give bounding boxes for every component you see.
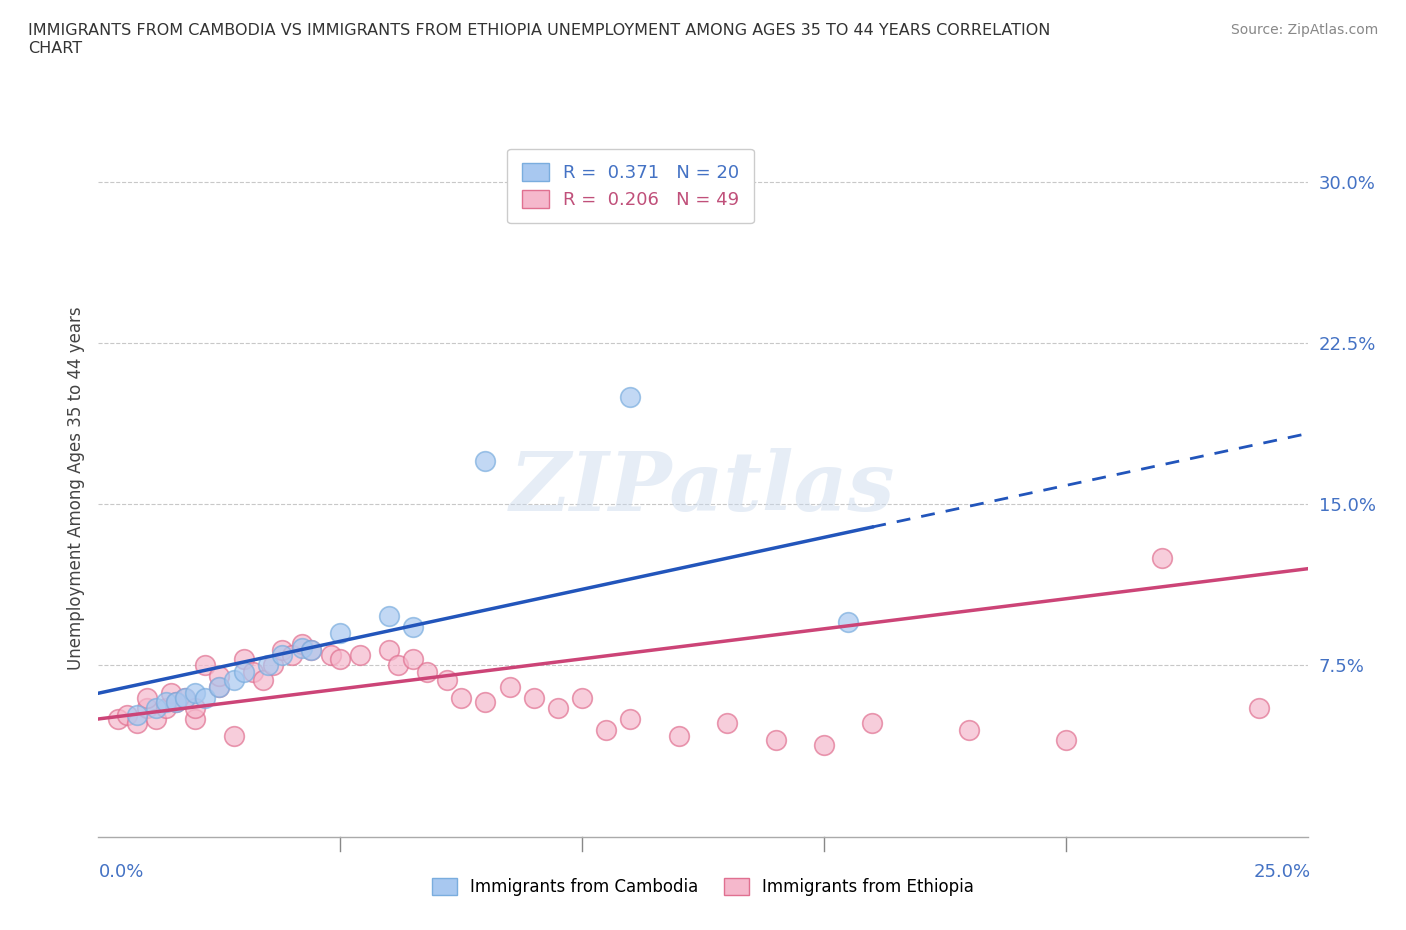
Text: 25.0%: 25.0% (1253, 863, 1310, 882)
Point (290, 636, 312, 651)
Point (1249, 701, 1271, 716)
Point (184, 701, 207, 716)
Point (208, 679, 231, 694)
Point (498, 679, 520, 694)
Point (716, 716, 738, 731)
Point (299, 643, 322, 658)
Point (1054, 733, 1077, 748)
Point (222, 673, 245, 688)
Point (232, 651, 254, 666)
Point (145, 701, 167, 716)
Point (262, 658, 284, 672)
Point (813, 737, 835, 752)
Point (668, 729, 690, 744)
Point (329, 651, 352, 666)
Point (290, 641, 312, 656)
Point (860, 716, 883, 731)
Point (474, 454, 496, 469)
Point (135, 690, 157, 705)
Point (174, 690, 197, 705)
Text: ZIPatlas: ZIPatlas (510, 448, 896, 528)
Point (232, 664, 254, 679)
Point (242, 664, 264, 679)
Point (319, 647, 342, 662)
Point (127, 716, 149, 731)
Point (184, 711, 207, 726)
Point (160, 685, 183, 700)
Y-axis label: Unemployment Among Ages 35 to 44 years: Unemployment Among Ages 35 to 44 years (66, 307, 84, 670)
Point (402, 651, 425, 666)
Point (155, 701, 177, 716)
Point (619, 711, 641, 726)
Point (208, 679, 231, 694)
Point (135, 701, 157, 716)
Point (271, 647, 294, 662)
Point (416, 664, 439, 679)
Point (222, 729, 245, 744)
Point (184, 685, 207, 700)
Point (165, 695, 187, 710)
Point (377, 608, 399, 623)
Point (256, 658, 278, 672)
Point (329, 626, 352, 641)
Point (127, 707, 149, 722)
Point (523, 690, 546, 705)
Point (619, 390, 641, 405)
Point (165, 695, 187, 710)
Point (194, 658, 217, 672)
Point (349, 647, 371, 662)
Point (837, 615, 859, 630)
Text: Source: ZipAtlas.com: Source: ZipAtlas.com (1230, 23, 1378, 37)
Point (252, 673, 274, 688)
Point (571, 690, 593, 705)
Point (281, 647, 304, 662)
Point (194, 690, 217, 705)
Point (402, 619, 425, 634)
Point (436, 673, 458, 688)
Point (547, 701, 569, 716)
Point (957, 723, 980, 737)
Point (155, 695, 177, 710)
Point (1152, 551, 1174, 565)
Point (387, 658, 409, 672)
Point (271, 643, 294, 658)
Point (377, 643, 399, 658)
Point (145, 711, 167, 726)
Point (208, 669, 231, 684)
Point (107, 711, 129, 726)
Legend: R =  0.371   N = 20, R =  0.206   N = 49: R = 0.371 N = 20, R = 0.206 N = 49 (508, 149, 754, 223)
Point (117, 707, 139, 722)
Point (474, 695, 496, 710)
Text: IMMIGRANTS FROM CAMBODIA VS IMMIGRANTS FROM ETHIOPIA UNEMPLOYMENT AMONG AGES 35 : IMMIGRANTS FROM CAMBODIA VS IMMIGRANTS F… (28, 23, 1050, 56)
Point (299, 643, 322, 658)
Point (174, 690, 197, 705)
Legend: Immigrants from Cambodia, Immigrants from Ethiopia: Immigrants from Cambodia, Immigrants fro… (426, 871, 980, 903)
Point (765, 733, 787, 748)
Text: 0.0%: 0.0% (98, 863, 143, 882)
Point (595, 723, 617, 737)
Point (450, 690, 472, 705)
